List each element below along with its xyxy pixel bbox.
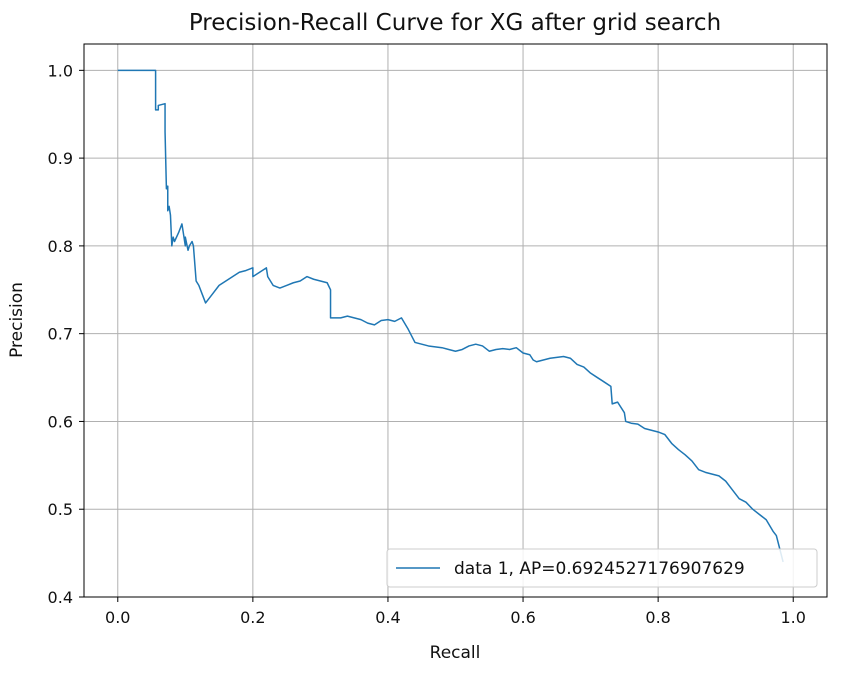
grid [84,44,827,598]
x-tick-label: 0.2 [240,608,265,627]
x-tick-label: 0.0 [105,608,130,627]
y-tick-label: 0.4 [48,588,73,607]
x-tick-label: 0.8 [645,608,670,627]
y-tick-label: 0.6 [48,412,73,431]
x-tick-label: 0.6 [510,608,535,627]
series-line [117,69,784,563]
legend-label: data 1, AP=0.6924527176907629 [454,559,745,579]
x-axis-label: Recall [430,643,481,663]
legend-box [386,548,818,588]
x-tick-label: 1.0 [781,608,806,627]
legend: data 1, AP=0.6924527176907629 [386,548,818,588]
y-tick-label: 0.8 [48,237,73,256]
chart-title: Precision-Recall Curve for XG after grid… [189,10,721,36]
axis-ticks: 0.0 0.2 0.4 0.6 0.8 1.0 0.4 0.5 0.6 0.7 0.8 0.9 1.0 [48,61,806,627]
series-layer [117,69,784,563]
y-axis-label: Precision [7,282,27,358]
y-tick-label: 1.0 [48,61,73,80]
plot-frame [83,43,828,598]
x-tick-label: 0.4 [375,608,400,627]
y-tick-label: 0.7 [48,325,73,344]
y-tick-label: 0.5 [48,500,73,519]
y-tick-label: 0.9 [48,149,73,168]
